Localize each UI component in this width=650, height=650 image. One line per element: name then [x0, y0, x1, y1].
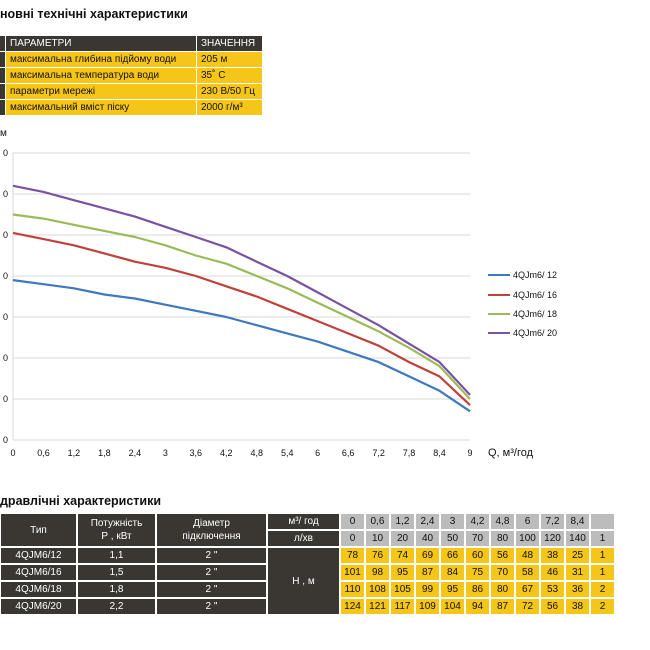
hydraulic-header-row-2: л/хв 0 10 20 40 50 70 80 100 120 140 1: [0, 530, 615, 547]
y-axis-label: м: [0, 128, 7, 139]
legend-swatch: [488, 313, 510, 315]
x-tick-label: 7,8: [403, 448, 416, 458]
legend-item: 4QJm6/ 12: [488, 270, 557, 280]
y-tick-label: 0: [3, 189, 8, 199]
x-tick-label: 4,2: [220, 448, 233, 458]
legend-item: 4QJm6/ 18: [488, 309, 557, 319]
chart-legend: 4QJm6/ 12 4QJm6/ 16 4QJm6/ 18 4QJm6/ 20: [488, 270, 638, 350]
x-tick-label: 4,8: [250, 448, 263, 458]
x-tick-label: 5,4: [281, 448, 294, 458]
x-tick-label: 6,6: [342, 448, 355, 458]
x-tick-label: 0: [10, 448, 15, 458]
y-tick-label: 0: [3, 230, 8, 240]
col-type: Тип: [0, 513, 77, 547]
specs-row: максимальна температура води 35˚ С: [0, 68, 262, 84]
flow-unit-lmin: л/хв: [267, 530, 340, 547]
specs-table: ПАРАМЕТРИ ЗНАЧЕННЯ максимальна глибина п…: [0, 36, 262, 116]
x-tick-label: 3,6: [190, 448, 203, 458]
specs-row: максимальна глибина підйому води 205 м: [0, 52, 262, 68]
table-row: 4QJM6/16 1,5 2 " 101 98 95 87 84 75 70 5…: [0, 564, 615, 581]
x-tick-label: 0,6: [37, 448, 50, 458]
legend-item: 4QJm6/ 16: [488, 290, 557, 300]
x-tick-label: 6: [315, 448, 320, 458]
x-tick-label: 7,2: [372, 448, 385, 458]
legend-swatch: [488, 294, 510, 296]
hydraulic-header-row-1: Тип Потужність Р , кВт Діаметр підключен…: [0, 513, 615, 547]
y-tick-label: 0: [3, 435, 8, 445]
head-label: Н , м: [267, 547, 340, 615]
series-line-4qjm6-16: [12, 231, 471, 406]
specs-title: новні технічні характеристики: [0, 7, 188, 21]
legend-swatch: [488, 274, 510, 276]
x-tick-label: 9: [467, 448, 472, 458]
legend-item: 4QJm6/ 20: [488, 328, 557, 338]
flow-unit-m3: м³/ год: [267, 513, 340, 530]
series-line-4qjm6-12: [12, 279, 471, 413]
x-tick-label: 3: [163, 448, 168, 458]
y-tick-label: 0: [3, 271, 8, 281]
table-row: 4QJM6/20 2,2 2 " 124 121 117 109 104 94 …: [0, 598, 615, 615]
y-tick-label: 0: [3, 312, 8, 322]
col-diameter: Діаметр підключення: [156, 513, 267, 547]
specs-row: максимальний вміст піску 2000 г/м³: [0, 100, 262, 116]
x-tick-label: 2,4: [129, 448, 142, 458]
table-row: 4QJM6/12 1,1 2 " Н , м 78 76 74 69 66 60…: [0, 547, 615, 615]
y-tick-label: 0: [3, 148, 8, 158]
hydraulic-title: дравлічні характеристики: [0, 494, 162, 508]
series-line-4qjm6-18: [12, 213, 471, 400]
table-row: 4QJM6/18 1,8 2 " 110 108 105 99 95 86 80…: [0, 581, 615, 598]
x-tick-label: 1,2: [68, 448, 81, 458]
x-axis-label: Q, м³/год: [488, 447, 534, 459]
y-tick-label: 0: [3, 353, 8, 363]
series-line-4qjm6-20: [12, 184, 471, 396]
specs-header-parameters: ПАРАМЕТРИ: [6, 36, 197, 52]
specs-row: параметри мережі 230 В/50 Гц: [0, 84, 262, 100]
x-tick-label: 8,4: [433, 448, 446, 458]
col-power: Потужність Р , кВт: [77, 513, 156, 547]
specs-header-values: ЗНАЧЕННЯ: [197, 36, 262, 52]
x-tick-label: 1,8: [98, 448, 111, 458]
legend-swatch: [488, 332, 510, 334]
y-tick-label: 0: [3, 394, 8, 404]
hydraulic-table: Тип Потужність Р , кВт Діаметр підключен…: [0, 513, 615, 615]
specs-header-row: ПАРАМЕТРИ ЗНАЧЕННЯ: [0, 36, 262, 52]
